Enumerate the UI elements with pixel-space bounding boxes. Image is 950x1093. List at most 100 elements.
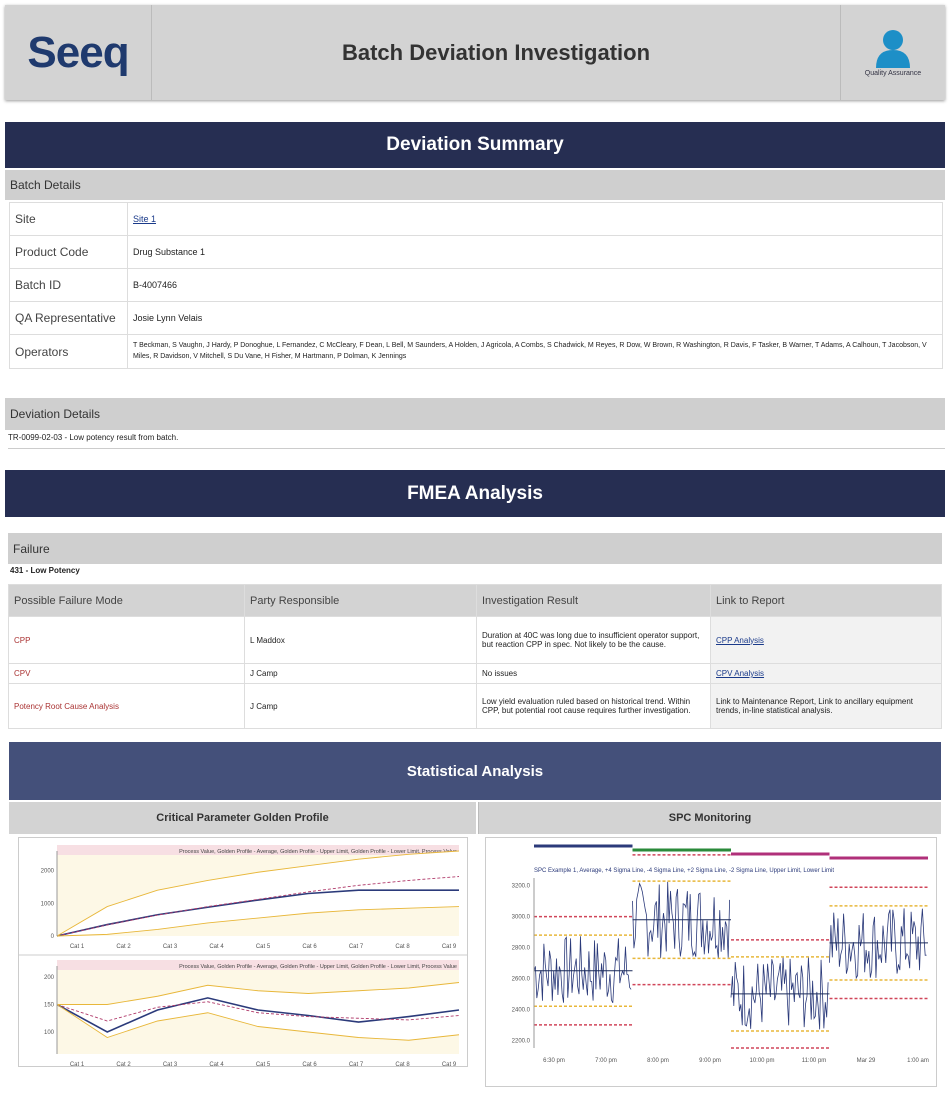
series-golden-profile-average [56, 1001, 460, 1022]
x-tick-label: Cat 4 [209, 944, 224, 950]
x-tick-label: Cat 4 [209, 1062, 224, 1066]
series-upper-limit [56, 850, 460, 937]
row-label: Operators [9, 334, 128, 369]
result: Duration at 40C was long due to insuffic… [476, 616, 711, 664]
spc-series [533, 936, 632, 1004]
party: J Camp [244, 663, 477, 684]
x-tick-label: Cat 9 [442, 944, 457, 950]
y-tick-label: 3000.0 [512, 915, 531, 921]
fmea-table: Possible Failure Mode Party Responsible In… [8, 584, 942, 729]
golden-profile-title: Critical Parameter Golden Profile [9, 802, 476, 834]
result: No issues [476, 663, 711, 684]
x-tick-label: Cat 1 [70, 1062, 85, 1066]
column-header: Party Responsible [244, 584, 477, 617]
row-value: T Beckman, S Vaughn, J Hardy, P Donoghue… [127, 334, 943, 369]
table-row: Product Code Drug Substance 1 [9, 235, 943, 269]
deviation-text: TR-0099-02-03 - Low potency result from … [8, 433, 945, 449]
result: Low yield evaluation ruled based on hist… [476, 683, 711, 729]
x-tick-label: Cat 8 [395, 944, 410, 950]
y-tick-label: 200 [44, 975, 55, 981]
legend: SPC Example 1, Average, +4 Sigma Line, -… [534, 868, 834, 874]
table-row: Potency Root Cause Analysis J Camp Low yie… [8, 683, 942, 729]
deviation-details-header: Deviation Details [5, 398, 945, 430]
x-tick-label: Cat 3 [163, 944, 178, 950]
seeq-logo[interactable]: Seeq [5, 5, 152, 100]
user-icon [876, 30, 910, 68]
column-header: Possible Failure Mode [8, 584, 245, 617]
x-tick-label: 1:00 am [907, 1058, 929, 1064]
table-row: Operators T Beckman, S Vaughn, J Hardy, P… [9, 334, 943, 369]
legend-bar [57, 960, 459, 970]
row-label: Site [9, 202, 128, 236]
row-label: Batch ID [9, 268, 128, 302]
x-tick-label: Cat 9 [442, 1062, 457, 1066]
spc-chart: SPC Example 1, Average, +4 Sigma Line, -… [485, 837, 937, 1087]
x-tick-label: Cat 1 [70, 944, 85, 950]
failure-mode: CPP [8, 616, 245, 664]
batch-details-header: Batch Details [5, 170, 945, 200]
y-tick-label: 1000 [41, 901, 55, 907]
spc-title: SPC Monitoring [478, 802, 941, 834]
series-lower-limit [56, 906, 460, 937]
y-tick-label: 2600.0 [512, 976, 531, 982]
spc-series [730, 957, 829, 1030]
column-header: Investigation Result [476, 584, 711, 617]
party: L Maddox [244, 616, 477, 664]
x-tick-label: Cat 2 [116, 1062, 131, 1066]
x-tick-label: Cat 2 [116, 944, 131, 950]
row-value: Drug Substance 1 [127, 235, 943, 269]
row-label: Product Code [9, 235, 128, 269]
report-link[interactable]: CPP Analysis [716, 635, 764, 645]
x-tick-label: Cat 5 [256, 944, 271, 950]
legend-bar [57, 845, 459, 855]
x-tick-label: 10:00 pm [749, 1058, 774, 1064]
legend: Process Value, Golden Profile - Average,… [179, 964, 457, 970]
x-tick-label: 9:00 pm [699, 1058, 721, 1064]
x-tick-label: Cat 7 [349, 944, 364, 950]
x-tick-label: Cat 6 [302, 944, 317, 950]
x-tick-label: Cat 8 [395, 1062, 410, 1066]
table-row: CPV J Camp No issues CPV Analysis [8, 663, 942, 684]
table-row: QA Representative Josie Lynn Velais [9, 301, 943, 335]
x-tick-label: Cat 7 [349, 1062, 364, 1066]
series-upper-limit [57, 982, 460, 1005]
table-row: CPP L Maddox Duration at 40C was long due … [8, 616, 942, 664]
y-tick-label: 2000 [41, 869, 55, 875]
spc-series [829, 908, 927, 980]
series-process-value [56, 889, 459, 937]
series-process-value [56, 997, 460, 1033]
user-menu[interactable]: Quality Assurance [840, 5, 945, 100]
user-label: Quality Assurance [864, 70, 922, 77]
row-value: B-4007466 [127, 268, 943, 302]
failure-mode: Potency Root Cause Analysis [8, 683, 245, 729]
fmea-banner: FMEA Analysis [5, 470, 945, 517]
failure-header: Failure [8, 533, 942, 564]
table-header-row: Possible Failure Mode Party Responsible In… [8, 584, 942, 617]
batch-details-table: Site Site 1 Product Code Drug Substance 1 … [9, 202, 943, 369]
x-tick-label: 11:00 pm [802, 1058, 827, 1064]
table-row: Site Site 1 [9, 202, 943, 236]
app-header: Seeq Batch Deviation Investigation Quali… [5, 5, 945, 100]
y-tick-label: 3200.0 [512, 884, 531, 890]
page-title: Batch Deviation Investigation [341, 39, 651, 65]
failure-mode: CPV [8, 663, 245, 684]
column-header: Link to Report [710, 584, 942, 617]
y-tick-label: 0 [51, 934, 55, 940]
x-tick-label: Cat 6 [302, 1062, 317, 1066]
golden-band [57, 982, 459, 1041]
spc-series [632, 881, 730, 959]
golden-profile-chart: Process Value, Golden Profile - Average,… [18, 837, 468, 1068]
x-tick-label: 7:00 pm [595, 1058, 617, 1064]
x-tick-label: 6:30 pm [543, 1058, 565, 1064]
y-tick-label: 2200.0 [512, 1038, 531, 1044]
y-tick-label: 100 [44, 1030, 55, 1036]
site-link[interactable]: Site 1 [133, 214, 157, 224]
table-row: Batch ID B-4007466 [9, 268, 943, 302]
legend: Process Value, Golden Profile - Average,… [179, 849, 457, 855]
series-lower-limit [56, 1004, 460, 1041]
report-links[interactable]: Link to Maintenance Report, Link to anci… [710, 683, 942, 729]
report-link[interactable]: CPV Analysis [716, 669, 765, 678]
x-tick-label: 8:00 pm [647, 1058, 669, 1064]
deviation-summary-banner: Deviation Summary [5, 122, 945, 168]
failure-value: 431 - Low Potency [10, 566, 80, 575]
